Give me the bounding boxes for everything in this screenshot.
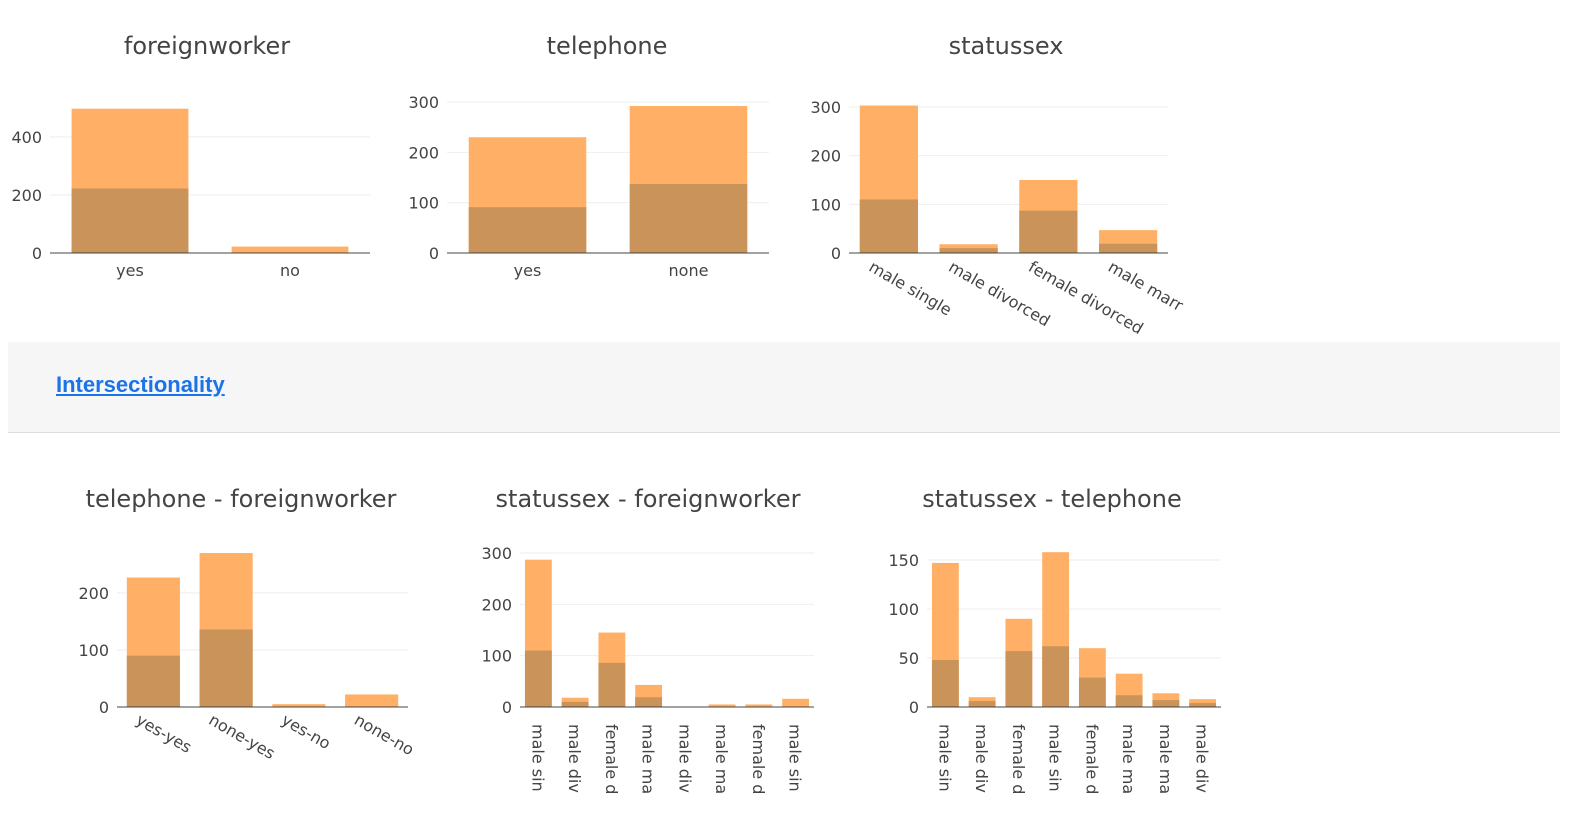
bar-positive	[1099, 243, 1158, 253]
chart-statussex-foreignworker: statussex - foreignworker 0 100 200 300 male …	[481, 485, 814, 794]
bar-positive	[1115, 695, 1143, 707]
y-tick-label: 100	[408, 194, 439, 213]
y-tick-label: 100	[481, 647, 512, 666]
y-tick-label: 0	[99, 698, 109, 717]
bar-positive	[1042, 646, 1070, 707]
bar-positive	[598, 662, 626, 707]
chart-title: statussex - telephone	[922, 485, 1181, 513]
y-tick-label: 0	[831, 244, 841, 263]
bar-positive	[1019, 210, 1078, 253]
bar-positive	[126, 655, 180, 707]
y-tick-label: 200	[810, 147, 841, 166]
bar-positive	[939, 248, 998, 253]
y-tick-label: 200	[78, 584, 109, 603]
bar-positive	[561, 701, 589, 707]
chart-foreignworker: foreignworker 0 200 400 yes no	[11, 32, 370, 280]
intersectionality-link[interactable]: Intersectionality	[56, 372, 225, 397]
bar-positive	[71, 188, 189, 253]
x-tick-label: male sin	[1046, 724, 1065, 792]
x-tick-label: none-no	[351, 710, 417, 759]
y-tick-label: 300	[810, 98, 841, 117]
bar-total	[345, 694, 399, 707]
bar-positive	[931, 659, 959, 707]
x-tick-label: no	[280, 261, 300, 280]
bar-total	[708, 704, 736, 707]
x-tick-label: yes-no	[278, 710, 334, 753]
y-tick-label: 300	[481, 544, 512, 563]
bar-total	[272, 704, 326, 707]
y-tick-label: 200	[408, 143, 439, 162]
x-tick-label: male div	[565, 724, 584, 793]
x-tick-label: none-yes	[206, 710, 279, 763]
x-tick-label: male sin	[786, 724, 805, 792]
chart-title: statussex	[949, 32, 1064, 60]
x-tick-label: none	[669, 261, 709, 280]
y-tick-label: 0	[909, 698, 919, 717]
bar-positive	[968, 701, 996, 707]
chart-title: telephone - foreignworker	[86, 485, 397, 513]
chart-title: foreignworker	[124, 32, 290, 60]
x-tick-label: male single	[866, 257, 955, 320]
y-tick-label: 300	[408, 93, 439, 112]
bar-positive	[199, 629, 253, 707]
chart-title: statussex - foreignworker	[496, 485, 801, 513]
y-tick-label: 400	[11, 128, 42, 147]
y-tick-label: 100	[78, 641, 109, 660]
y-tick-label: 150	[888, 551, 919, 570]
x-tick-label: male ma	[639, 724, 658, 794]
bar-positive	[468, 207, 587, 253]
x-tick-label: female d	[602, 724, 621, 794]
x-tick-label: female d	[749, 724, 768, 794]
chart-title: telephone	[547, 32, 668, 60]
y-tick-label: 0	[502, 698, 512, 717]
y-tick-label: 0	[429, 244, 439, 263]
y-tick-label: 200	[11, 186, 42, 205]
bar-total	[231, 246, 349, 253]
x-tick-label: yes-yes	[133, 710, 195, 757]
bar-positive	[635, 697, 663, 707]
bar-total	[782, 698, 810, 707]
bar-positive	[859, 199, 918, 253]
x-tick-label: female d	[1009, 724, 1028, 794]
y-tick-label: 50	[899, 649, 919, 668]
section-band: Intersectionality	[8, 342, 1560, 433]
y-tick-label: 100	[810, 195, 841, 214]
bar-total	[745, 704, 773, 707]
bar-positive	[1152, 700, 1180, 707]
x-tick-label: female d	[1082, 724, 1101, 794]
bar-positive	[1078, 677, 1106, 707]
bar-positive	[1189, 703, 1217, 707]
chart-statussex-telephone: statussex - telephone 0 50 100 150 male sin ma…	[888, 485, 1221, 794]
bar-positive	[629, 184, 748, 253]
y-tick-label: 100	[888, 600, 919, 619]
x-tick-label: yes	[514, 261, 542, 280]
x-tick-label: yes	[116, 261, 144, 280]
x-tick-label: male ma	[1119, 724, 1138, 794]
chart-telephone: telephone 0 100 200 300 yes none	[408, 32, 769, 280]
bar-positive	[1005, 651, 1033, 707]
x-tick-label: male div	[972, 724, 991, 793]
x-tick-label: male sin	[935, 724, 954, 792]
x-tick-label: male ma	[1156, 724, 1175, 794]
x-tick-label: male sin	[528, 724, 547, 792]
bar-positive	[524, 650, 552, 707]
y-tick-label: 0	[32, 244, 42, 263]
x-tick-label: male div	[1193, 724, 1212, 793]
x-tick-label: male ma	[712, 724, 731, 794]
x-tick-label: male div	[675, 724, 694, 793]
y-tick-label: 200	[481, 595, 512, 614]
